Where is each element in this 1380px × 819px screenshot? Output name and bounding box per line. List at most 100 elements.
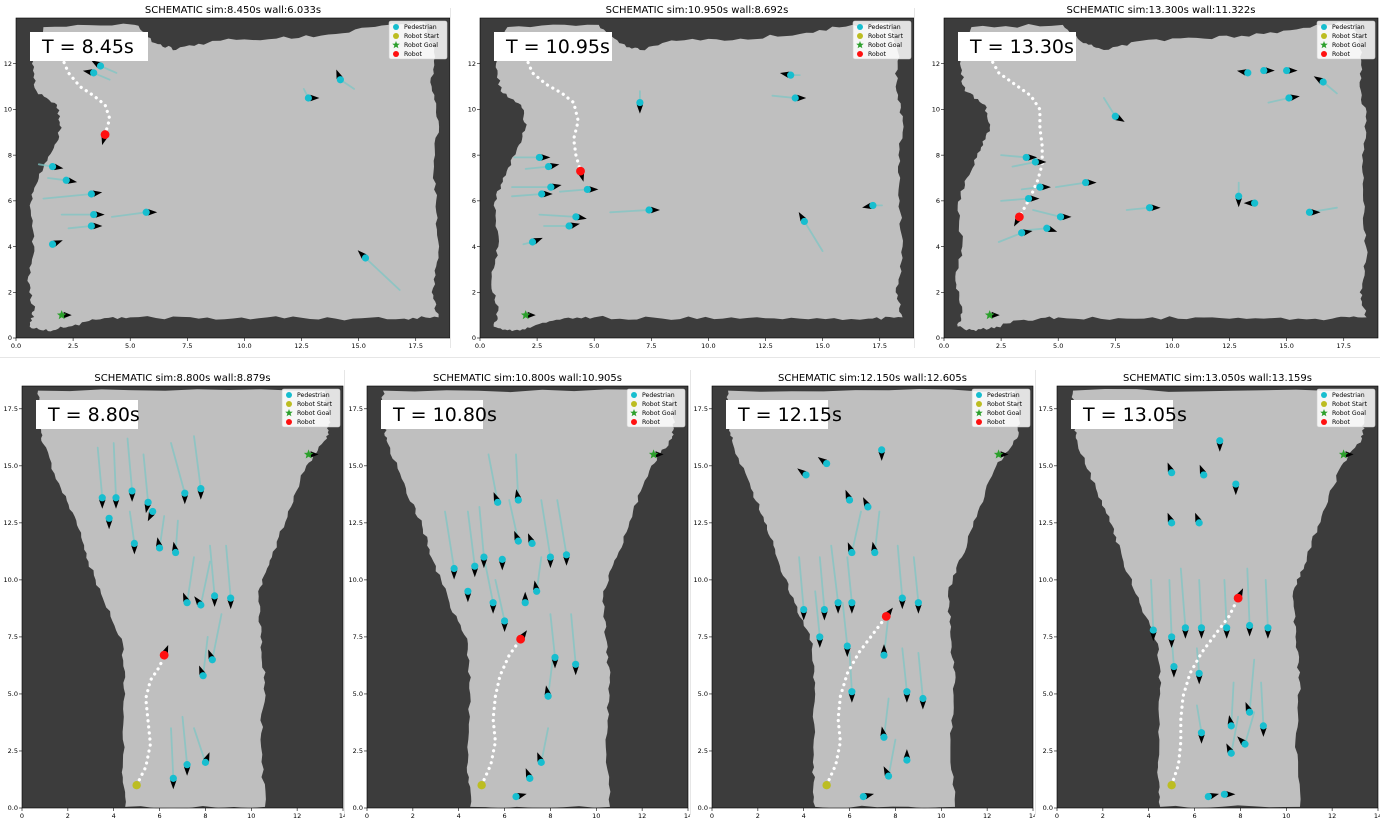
pedestrian-trail xyxy=(126,437,134,492)
pedestrian-marker xyxy=(201,758,210,766)
pedestrian-marker xyxy=(471,562,479,570)
time-label-box xyxy=(36,400,138,429)
pedestrian-marker xyxy=(1232,480,1240,488)
legend-marker xyxy=(857,51,863,57)
axes-frame xyxy=(711,385,1034,809)
pedestrian-heading-arrow xyxy=(544,685,551,695)
pedestrian-trail xyxy=(803,220,824,253)
pedestrian-marker xyxy=(544,162,553,171)
pedestrian-heading-arrow xyxy=(172,541,179,552)
column-divider xyxy=(450,8,451,348)
legend-label: Pedestrian xyxy=(868,24,901,31)
pedestrian-heading-arrow xyxy=(489,604,497,614)
pedestrian-trail xyxy=(830,544,840,604)
y-tick-label: 2.5 xyxy=(698,747,708,755)
pedestrian-marker xyxy=(537,758,545,766)
pedestrian-marker xyxy=(800,217,808,226)
robot-path xyxy=(480,637,523,787)
pedestrian-marker xyxy=(583,185,591,194)
x-tick-label: 7.5 xyxy=(646,342,656,350)
x-tick-label: 0 xyxy=(20,812,24,819)
pedestrian-heading-arrow xyxy=(131,545,138,555)
goal-heading-arrow xyxy=(1000,451,1009,458)
axes-frame xyxy=(21,385,344,809)
pedestrian-trail xyxy=(467,510,476,568)
pedestrian-marker xyxy=(87,222,95,230)
pedestrian-trail xyxy=(547,658,554,698)
x-tick-label: 12 xyxy=(293,812,301,819)
pedestrian-heading-arrow xyxy=(563,556,570,566)
pedestrian-marker xyxy=(1319,78,1327,86)
pedestrian-marker xyxy=(914,599,922,607)
y-tick-label: 17.5 xyxy=(694,405,708,413)
pedestrian-marker xyxy=(848,548,856,557)
pedestrian-trail xyxy=(1244,711,1256,746)
pedestrian-trail xyxy=(128,510,136,545)
pedestrian-marker xyxy=(498,555,506,563)
pedestrian-heading-arrow xyxy=(128,492,136,502)
legend-box xyxy=(852,20,912,60)
legend-box xyxy=(626,388,686,428)
pedestrian-heading-arrow xyxy=(636,104,644,114)
legend-label: Robot Start xyxy=(297,401,333,408)
pedestrian-marker xyxy=(869,201,877,210)
pedestrian-marker xyxy=(48,240,57,248)
pedestrian-trail xyxy=(524,165,550,170)
chart-title: SCHEMATIC sim:13.300s wall:11.322s xyxy=(1067,5,1256,16)
pedestrian-heading-arrow xyxy=(880,726,887,736)
x-tick-label: 10 xyxy=(247,812,255,819)
pedestrian-marker xyxy=(1149,626,1157,634)
chart-title: SCHEMATIC sim:8.800s wall:8.879s xyxy=(94,373,270,384)
pedestrian-heading-arrow xyxy=(797,94,807,102)
pedestrian-trail xyxy=(487,453,499,504)
pedestrian-trail xyxy=(1195,704,1203,734)
pedestrian-heading-arrow xyxy=(651,206,660,214)
time-label-box xyxy=(494,32,612,61)
pedestrian-marker xyxy=(197,485,205,493)
pedestrian-marker xyxy=(1195,519,1203,527)
pedestrian-heading-arrow xyxy=(570,222,580,229)
x-tick-label: 14 xyxy=(684,812,690,819)
y-tick-label: 2 xyxy=(936,288,940,296)
x-tick-label: 17.5 xyxy=(408,342,422,350)
axes-frame xyxy=(15,17,450,339)
pedestrian-trail xyxy=(170,442,186,495)
legend-box xyxy=(971,388,1031,428)
pedestrian-heading-arrow xyxy=(183,766,191,776)
y-tick-label: 0.0 xyxy=(1043,804,1053,812)
pedestrian-marker xyxy=(572,660,580,668)
pedestrian-marker xyxy=(1227,722,1235,730)
pedestrian-heading-arrow xyxy=(817,457,827,465)
pedestrian-heading-arrow xyxy=(1243,199,1253,207)
legend-marker xyxy=(976,392,982,398)
pedestrian-marker xyxy=(538,190,546,198)
pedestrian-trail xyxy=(818,556,826,611)
pedestrian-heading-arrow xyxy=(517,793,527,800)
x-tick-label: 5.0 xyxy=(589,342,599,350)
time-label: T = 8.45s xyxy=(41,36,134,58)
pedestrian-marker xyxy=(800,605,808,614)
pedestrian-marker xyxy=(336,76,344,84)
legend-label: Robot Goal xyxy=(868,42,902,49)
x-tick-label: 5.0 xyxy=(1053,342,1063,350)
x-tick-label: 0.0 xyxy=(11,342,21,350)
pedestrian-heading-arrow xyxy=(903,749,911,759)
pedestrian-heading-arrow xyxy=(1226,791,1236,798)
pedestrian-marker xyxy=(514,537,522,545)
legend-label: Robot xyxy=(1332,51,1351,58)
x-tick-label: 8 xyxy=(1238,812,1242,819)
y-tick-label: 4 xyxy=(8,243,12,251)
x-tick-label: 17.5 xyxy=(872,342,886,350)
y-tick-label: 12 xyxy=(468,60,476,68)
x-tick-label: 12.5 xyxy=(294,342,308,350)
plot-content xyxy=(984,52,1338,320)
pedestrian-heading-arrow xyxy=(92,190,103,197)
pedestrian-heading-arrow xyxy=(480,559,488,569)
y-tick-label: 10 xyxy=(4,106,12,114)
x-tick-label: 12 xyxy=(983,812,991,819)
pedestrian-heading-arrow xyxy=(156,537,163,547)
pedestrian-marker xyxy=(834,599,842,607)
pedestrian-trail xyxy=(1125,206,1151,211)
pedestrian-heading-arrow xyxy=(211,597,218,607)
column-divider xyxy=(690,370,691,815)
